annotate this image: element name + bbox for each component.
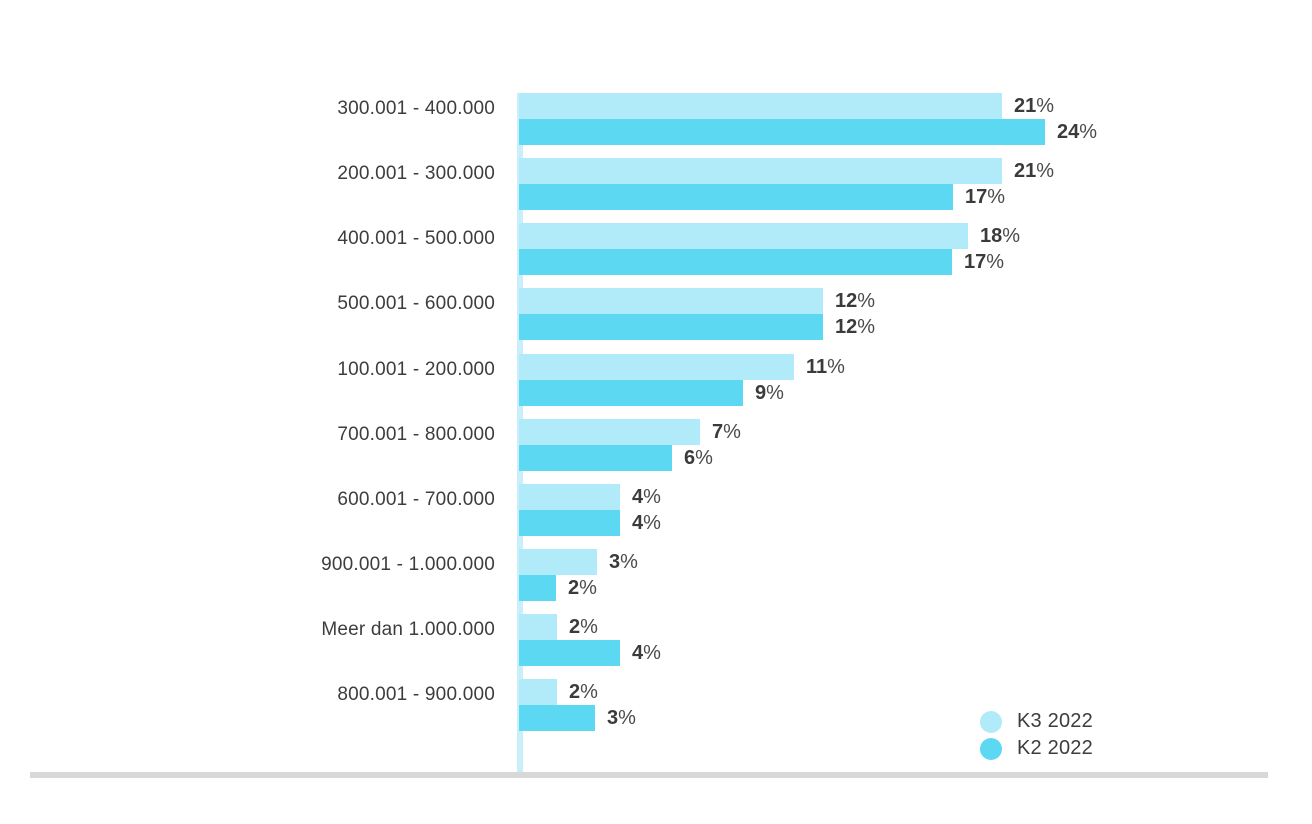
value-label: 4%	[632, 512, 661, 534]
legend-swatch-icon	[980, 710, 1002, 733]
category-label: 500.001 - 600.000	[337, 293, 495, 314]
bar-k2-2022	[519, 705, 595, 731]
value-label: 4%	[632, 642, 661, 664]
bar-k3-2022	[519, 614, 557, 640]
bar-k2-2022	[519, 510, 620, 536]
value-label: 3%	[607, 707, 636, 729]
bar-k3-2022	[519, 354, 794, 380]
value-label: 17%	[964, 251, 1005, 273]
value-label: 2%	[568, 577, 597, 599]
bar-k2-2022	[519, 314, 823, 340]
category-label: 800.001 - 900.000	[337, 684, 495, 705]
bar-k2-2022	[519, 184, 953, 210]
value-label: 2%	[569, 681, 598, 703]
bar-k3-2022	[519, 288, 823, 314]
bar-k3-2022	[519, 549, 597, 575]
value-label: 7%	[712, 421, 741, 443]
value-label: 21%	[1014, 95, 1055, 117]
category-label: 100.001 - 200.000	[337, 359, 495, 380]
bar-k2-2022	[519, 249, 952, 275]
category-label: 600.001 - 700.000	[337, 489, 495, 510]
legend-item: K3 2022	[980, 708, 1093, 735]
value-label: 6%	[684, 447, 713, 469]
bar-k2-2022	[519, 119, 1045, 145]
value-label: 24%	[1057, 121, 1098, 143]
bar-k3-2022	[519, 484, 620, 510]
category-label: 900.001 - 1.000.000	[321, 554, 495, 575]
bar-k2-2022	[519, 575, 556, 601]
bar-k2-2022	[519, 380, 743, 406]
legend-item: K2 2022	[980, 735, 1093, 762]
legend-label: K3 2022	[1017, 710, 1093, 732]
legend-swatch-icon	[980, 737, 1002, 760]
bar-k3-2022	[519, 679, 557, 705]
value-label: 11%	[806, 356, 845, 378]
x-baseline	[30, 772, 1268, 778]
bar-k3-2022	[519, 419, 700, 445]
category-label: 200.001 - 300.000	[337, 163, 495, 184]
category-label: 400.001 - 500.000	[337, 228, 495, 249]
category-label: Meer dan 1.000.000	[321, 619, 495, 640]
legend: K3 2022 K2 2022	[980, 708, 1093, 762]
bar-k3-2022	[519, 223, 968, 249]
bar-k3-2022	[519, 158, 1002, 184]
value-label: 2%	[569, 616, 598, 638]
bar-k3-2022	[519, 93, 1002, 119]
value-label: 9%	[755, 382, 784, 404]
value-label: 12%	[835, 290, 876, 312]
value-label: 21%	[1014, 160, 1055, 182]
bar-k2-2022	[519, 445, 672, 471]
category-label: 700.001 - 800.000	[337, 424, 495, 445]
value-label: 4%	[632, 486, 661, 508]
value-label: 18%	[980, 225, 1021, 247]
legend-label: K2 2022	[1017, 737, 1093, 759]
category-label: 300.001 - 400.000	[337, 98, 495, 119]
bar-k2-2022	[519, 640, 620, 666]
value-label: 3%	[609, 551, 638, 573]
value-label: 12%	[835, 316, 876, 338]
value-label: 17%	[965, 186, 1006, 208]
